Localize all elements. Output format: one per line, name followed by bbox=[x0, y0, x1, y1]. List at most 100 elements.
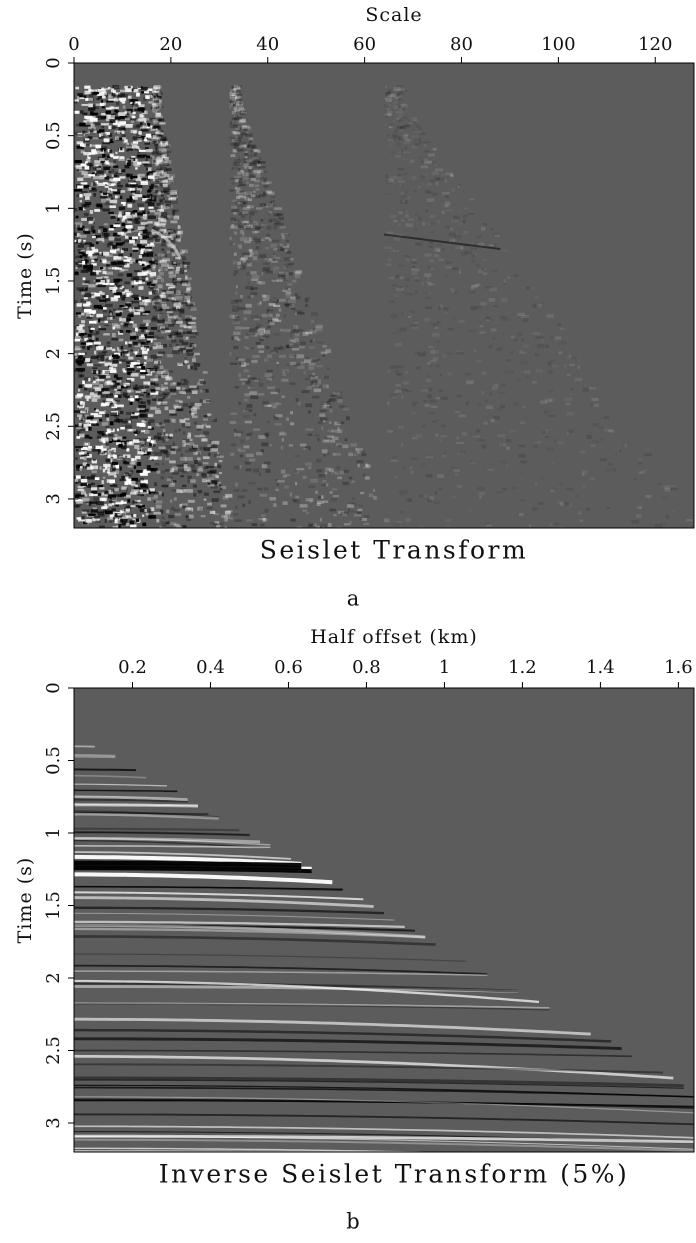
texture bbox=[469, 459, 473, 464]
texture bbox=[92, 330, 100, 335]
texture bbox=[152, 437, 160, 441]
texture bbox=[133, 220, 141, 224]
texture bbox=[279, 431, 285, 436]
texture bbox=[238, 213, 246, 218]
texture bbox=[429, 399, 437, 403]
texture bbox=[74, 1002, 550, 1009]
texture bbox=[250, 210, 258, 213]
texture bbox=[387, 96, 390, 101]
texture bbox=[220, 504, 227, 508]
texture bbox=[245, 131, 249, 134]
texture bbox=[241, 119, 244, 123]
texture bbox=[478, 242, 485, 247]
texture bbox=[308, 466, 312, 470]
y-tick-label: 1.5 bbox=[43, 891, 64, 920]
texture bbox=[305, 356, 309, 360]
texture bbox=[112, 380, 118, 383]
texture bbox=[440, 424, 446, 428]
texture bbox=[74, 953, 467, 962]
texture bbox=[354, 453, 357, 456]
texture bbox=[102, 141, 111, 145]
texture bbox=[429, 363, 434, 367]
texture bbox=[485, 405, 494, 410]
texture bbox=[164, 150, 172, 154]
texture bbox=[78, 516, 82, 520]
texture bbox=[198, 378, 205, 382]
texture bbox=[166, 478, 171, 482]
texture bbox=[686, 519, 693, 522]
texture bbox=[388, 125, 392, 129]
texture bbox=[185, 281, 191, 286]
texture bbox=[157, 191, 164, 195]
texture bbox=[101, 480, 105, 485]
texture bbox=[415, 278, 421, 282]
texture bbox=[172, 277, 177, 281]
texture bbox=[197, 489, 203, 494]
texture bbox=[170, 382, 178, 386]
texture bbox=[180, 489, 186, 493]
texture bbox=[256, 207, 263, 210]
texture bbox=[96, 237, 105, 241]
texture bbox=[479, 331, 486, 334]
texture bbox=[94, 350, 97, 355]
texture bbox=[460, 252, 468, 256]
texture bbox=[75, 457, 78, 460]
texture bbox=[151, 100, 157, 104]
texture bbox=[391, 249, 400, 252]
texture bbox=[276, 298, 279, 302]
texture bbox=[418, 156, 424, 160]
texture bbox=[116, 377, 123, 380]
texture bbox=[109, 152, 114, 157]
texture bbox=[108, 309, 112, 312]
texture bbox=[387, 258, 392, 262]
texture bbox=[209, 469, 217, 474]
texture bbox=[477, 270, 484, 274]
texture bbox=[86, 312, 93, 316]
texture bbox=[438, 389, 443, 393]
texture bbox=[284, 370, 288, 374]
texture bbox=[272, 301, 279, 304]
texture bbox=[143, 262, 149, 266]
texture bbox=[286, 417, 290, 422]
texture bbox=[96, 283, 100, 288]
texture bbox=[258, 350, 265, 353]
texture bbox=[90, 392, 94, 396]
texture bbox=[434, 491, 438, 495]
texture bbox=[106, 479, 110, 483]
texture bbox=[202, 477, 206, 482]
texture bbox=[108, 183, 115, 187]
texture bbox=[243, 445, 250, 449]
texture bbox=[342, 481, 350, 486]
texture bbox=[177, 225, 181, 229]
texture bbox=[257, 329, 266, 333]
texture bbox=[522, 406, 526, 409]
texture bbox=[147, 436, 152, 440]
texture bbox=[76, 360, 85, 365]
texture bbox=[123, 370, 127, 373]
texture bbox=[395, 274, 400, 279]
texture bbox=[305, 512, 310, 515]
texture bbox=[153, 240, 161, 244]
texture bbox=[131, 155, 136, 159]
texture bbox=[445, 524, 452, 528]
texture bbox=[257, 316, 263, 320]
texture bbox=[143, 381, 151, 385]
texture bbox=[183, 443, 186, 447]
texture bbox=[78, 251, 84, 254]
texture bbox=[125, 145, 134, 149]
texture bbox=[104, 201, 113, 205]
texture bbox=[462, 189, 465, 193]
texture bbox=[76, 303, 82, 307]
texture bbox=[462, 214, 468, 218]
texture bbox=[80, 465, 83, 469]
texture bbox=[74, 410, 81, 413]
texture bbox=[90, 482, 95, 486]
texture bbox=[104, 160, 109, 164]
texture bbox=[127, 389, 131, 393]
texture bbox=[127, 371, 133, 375]
texture bbox=[187, 479, 195, 483]
texture bbox=[644, 453, 652, 457]
y-tick-label: 0.5 bbox=[43, 746, 64, 775]
texture bbox=[145, 224, 149, 227]
texture bbox=[450, 174, 454, 177]
